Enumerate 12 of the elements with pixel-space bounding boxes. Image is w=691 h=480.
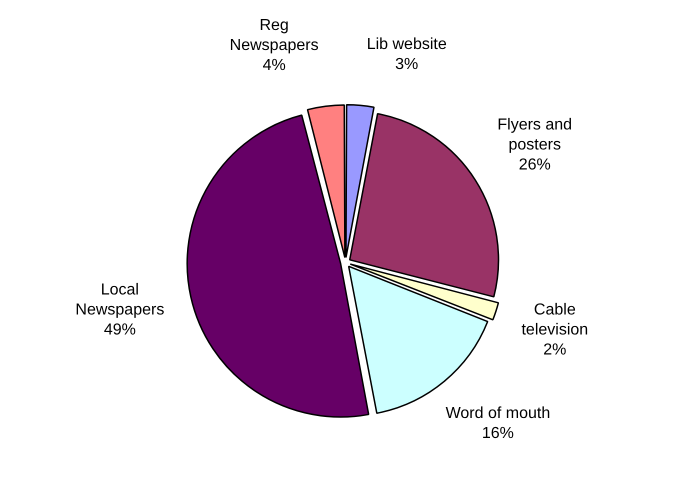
slice-label: Lib website [366, 36, 447, 54]
data-label: 4% [262, 56, 286, 74]
data-label: 49% [104, 322, 136, 339]
slice-label: Word of mouth [446, 404, 550, 422]
data-label: 26% [518, 156, 551, 174]
slice-label: Flyers and posters [497, 116, 572, 154]
slice-label: Reg Newspapers [230, 16, 319, 54]
slice-label: Cable television [521, 302, 588, 339]
slice-label: Local Newspapers [75, 282, 164, 319]
data-label: 16% [482, 424, 514, 442]
data-label: 3% [395, 56, 418, 74]
data-label: 2% [543, 342, 566, 359]
